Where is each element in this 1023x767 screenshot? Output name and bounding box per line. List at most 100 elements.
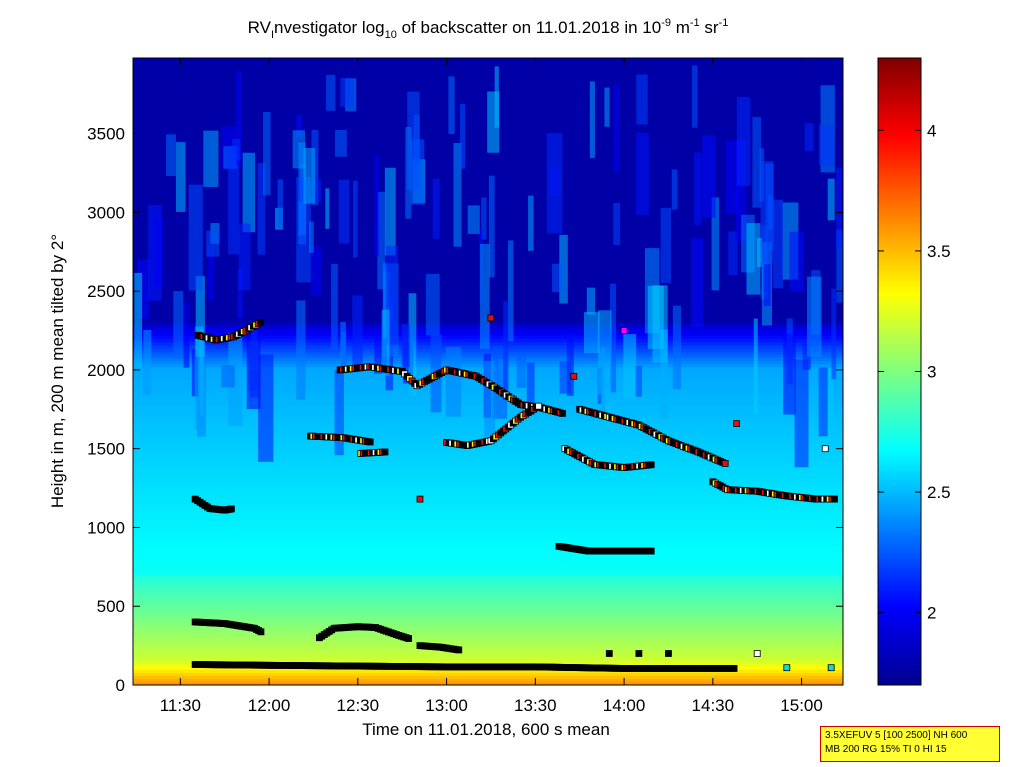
field-streak bbox=[516, 353, 527, 388]
field-streak bbox=[702, 135, 716, 218]
field-band bbox=[133, 473, 843, 478]
field-band bbox=[133, 231, 843, 236]
field-streak bbox=[137, 259, 150, 320]
chart-title: RVInvestigator log10 of backscatter on 1… bbox=[248, 17, 729, 41]
field-streak bbox=[763, 264, 771, 307]
field-band bbox=[133, 540, 843, 544]
field-streak bbox=[176, 142, 186, 212]
field-streak bbox=[481, 197, 487, 240]
field-band bbox=[133, 603, 843, 607]
heatmap-streaks bbox=[134, 65, 843, 468]
field-streak bbox=[546, 133, 563, 234]
field-band bbox=[133, 634, 843, 639]
field-band bbox=[133, 351, 843, 355]
field-band bbox=[133, 650, 843, 655]
field-band bbox=[133, 73, 843, 78]
field-streak bbox=[635, 365, 643, 397]
field-band bbox=[133, 237, 843, 242]
field-band bbox=[133, 672, 843, 677]
layer-marker bbox=[730, 665, 738, 672]
field-band bbox=[133, 152, 843, 157]
field-streak bbox=[694, 152, 702, 226]
field-streak bbox=[173, 291, 184, 359]
field-band bbox=[133, 206, 843, 210]
field-streak bbox=[804, 123, 814, 152]
field-streak bbox=[228, 333, 243, 426]
field-streak bbox=[188, 184, 203, 291]
field-band bbox=[133, 61, 843, 65]
field-streak bbox=[711, 197, 720, 291]
field-band bbox=[133, 221, 843, 226]
field-streak bbox=[374, 156, 379, 256]
field-band bbox=[133, 199, 843, 204]
field-streak bbox=[405, 127, 412, 219]
field-streak bbox=[326, 74, 336, 111]
field-band bbox=[133, 558, 843, 563]
field-band bbox=[133, 524, 843, 529]
field-streak bbox=[613, 202, 621, 246]
x-tick-label: 14:00 bbox=[603, 696, 646, 715]
field-streak bbox=[340, 322, 346, 369]
field-band bbox=[133, 228, 843, 232]
field-band bbox=[133, 240, 843, 245]
field-band bbox=[133, 177, 843, 182]
field-streak bbox=[528, 195, 534, 251]
field-streak bbox=[552, 263, 564, 293]
field-band bbox=[133, 581, 843, 585]
layer-marker bbox=[257, 628, 265, 636]
field-streak bbox=[315, 179, 321, 202]
field-band bbox=[133, 590, 843, 595]
isolated-marker bbox=[665, 650, 672, 657]
field-band bbox=[133, 196, 843, 201]
field-band bbox=[133, 656, 843, 661]
field-streak bbox=[623, 334, 637, 399]
field-band bbox=[133, 653, 843, 658]
field-band bbox=[133, 609, 843, 614]
info-line-1: 3.5XEFUV 5 [100 2500] NH 600 bbox=[825, 730, 968, 741]
field-band bbox=[133, 505, 843, 510]
field-streak bbox=[432, 178, 440, 239]
field-streak bbox=[183, 301, 190, 368]
field-band bbox=[133, 76, 843, 81]
field-band bbox=[133, 615, 843, 620]
isolated-marker bbox=[605, 650, 613, 657]
isolated-marker bbox=[827, 664, 835, 672]
colorbar-tick-label: 3.5 bbox=[927, 242, 951, 261]
layer-marker bbox=[831, 495, 838, 503]
field-band bbox=[133, 89, 843, 94]
field-streak bbox=[242, 152, 256, 233]
x-tick-label: 14:30 bbox=[692, 696, 735, 715]
field-band bbox=[133, 347, 843, 352]
isolated-marker bbox=[487, 314, 495, 322]
field-band bbox=[133, 521, 843, 525]
field-streak bbox=[818, 367, 828, 437]
field-band bbox=[133, 483, 843, 488]
field-streak bbox=[153, 217, 163, 287]
field-streak bbox=[600, 347, 605, 420]
field-streak bbox=[453, 142, 462, 247]
field-streak bbox=[526, 362, 535, 415]
field-streak bbox=[783, 333, 796, 415]
field-streak bbox=[735, 139, 747, 242]
layer-marker bbox=[366, 438, 374, 446]
field-band bbox=[133, 165, 843, 169]
field-band bbox=[133, 625, 843, 629]
field-band bbox=[133, 187, 843, 191]
field-band bbox=[133, 527, 843, 532]
layer-marker bbox=[559, 410, 566, 417]
field-streak bbox=[408, 293, 417, 397]
y-axis: 0 500 1000 1500 2000 2500 3000 3500 bbox=[87, 125, 843, 695]
field-band bbox=[133, 190, 843, 195]
field-band bbox=[133, 155, 843, 160]
field-streak bbox=[331, 263, 338, 350]
field-band bbox=[133, 543, 843, 547]
field-streak bbox=[789, 231, 804, 292]
field-streak bbox=[221, 365, 235, 388]
field-streak bbox=[836, 229, 843, 303]
field-streak bbox=[238, 223, 251, 291]
field-streak bbox=[340, 78, 354, 107]
field-band bbox=[133, 224, 843, 229]
field-band bbox=[133, 511, 843, 516]
field-band bbox=[133, 599, 843, 604]
